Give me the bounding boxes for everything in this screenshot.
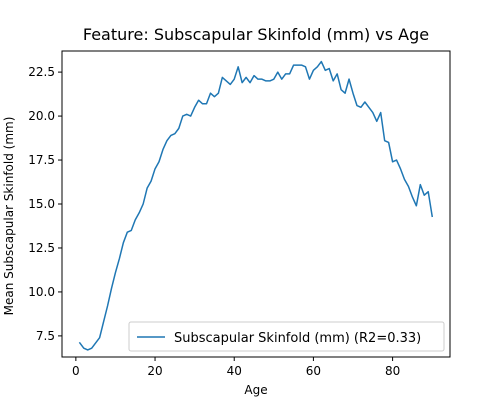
x-axis: 0 20 40 60 80 [72, 357, 400, 378]
x-tick-label: 80 [385, 364, 400, 378]
legend-label: Subscapular Skinfold (mm) (R2=0.33) [174, 331, 421, 346]
y-axis-label: Mean Subscapular Skinfold (mm) [2, 117, 16, 316]
y-tick-label: 15.0 [28, 197, 55, 211]
chart-title: Feature: Subscapular Skinfold (mm) vs Ag… [83, 25, 429, 44]
plot-frame [61, 50, 451, 358]
y-tick-label: 7.5 [36, 329, 55, 343]
y-tick-label: 20.0 [28, 109, 55, 123]
x-tick-label: 20 [147, 364, 162, 378]
x-tick-label: 60 [306, 364, 321, 378]
x-tick-label: 40 [227, 364, 242, 378]
series-line [78, 60, 434, 351]
y-tick-label: 17.5 [28, 153, 55, 167]
y-tick-label: 10.0 [28, 285, 55, 299]
x-axis-label: Age [244, 383, 267, 397]
legend: Subscapular Skinfold (mm) (R2=0.33) [128, 321, 445, 352]
legend-box [128, 321, 445, 352]
y-axis: 7.5 10.0 12.5 15.0 17.5 20.0 22.5 [28, 65, 62, 343]
y-tick-label: 22.5 [28, 65, 55, 79]
x-tick-label: 0 [72, 364, 80, 378]
y-tick-label: 12.5 [28, 241, 55, 255]
